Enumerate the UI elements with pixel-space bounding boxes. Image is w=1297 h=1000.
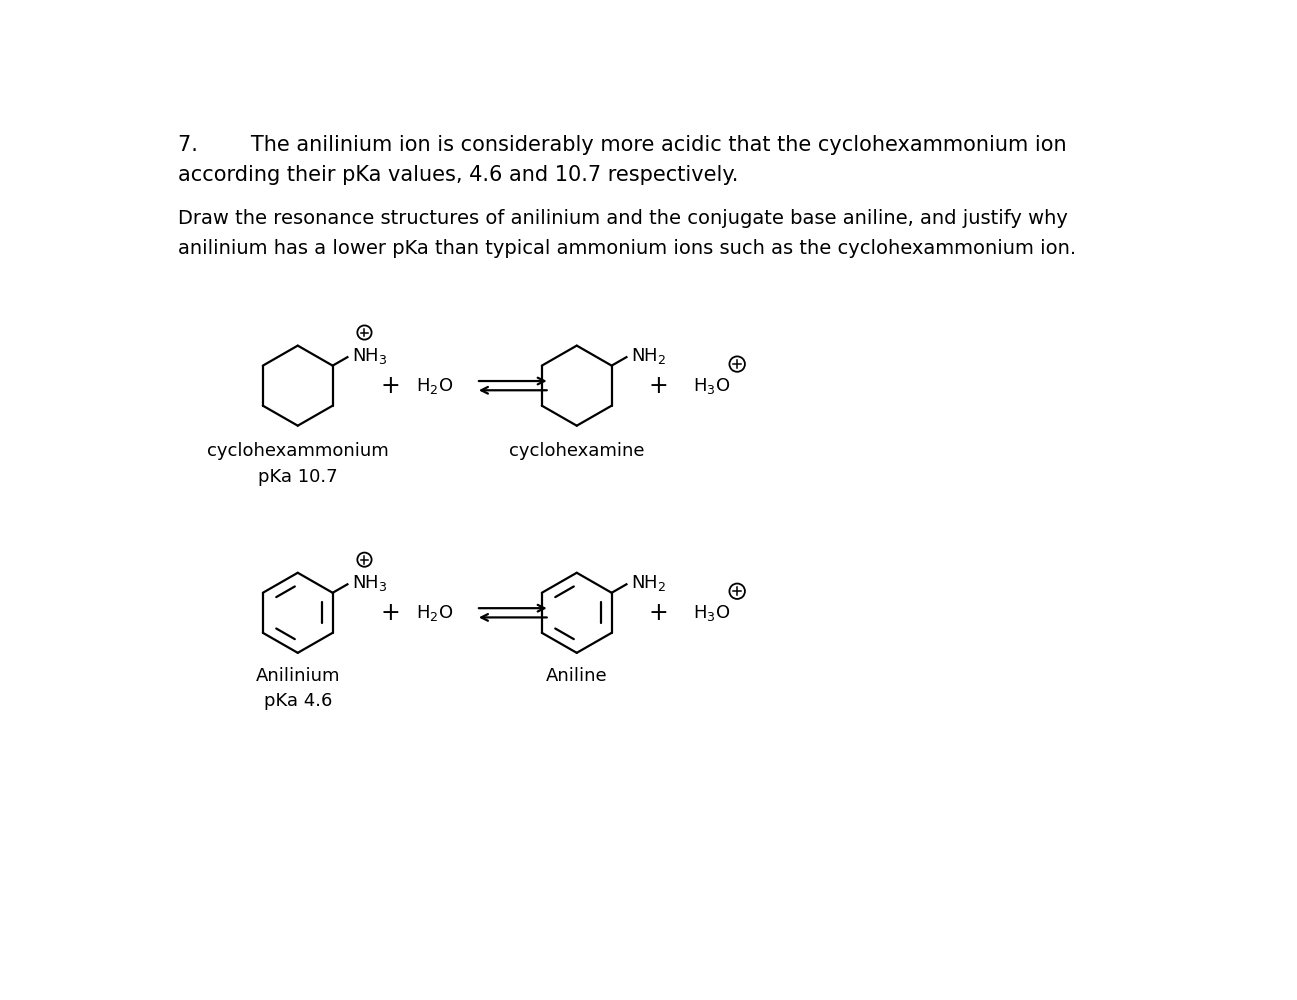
Text: +: + <box>381 601 401 625</box>
Text: H$_2$O: H$_2$O <box>416 376 454 396</box>
Text: pKa 4.6: pKa 4.6 <box>263 692 332 710</box>
Text: anilinium has a lower pKa than typical ammonium ions such as the cyclohexammoniu: anilinium has a lower pKa than typical a… <box>178 239 1075 258</box>
Text: Anilinium: Anilinium <box>256 667 340 685</box>
Text: NH$_2$: NH$_2$ <box>632 346 667 366</box>
Text: H$_3$O: H$_3$O <box>693 603 730 623</box>
Text: +: + <box>648 374 668 398</box>
Text: cyclohexamine: cyclohexamine <box>508 442 645 460</box>
Text: cyclohexammonium: cyclohexammonium <box>208 442 389 460</box>
Text: Draw the resonance structures of anilinium and the conjugate base aniline, and j: Draw the resonance structures of anilini… <box>178 209 1067 228</box>
Text: 7.        The anilinium ion is considerably more acidic that the cyclohexammoniu: 7. The anilinium ion is considerably mor… <box>178 135 1066 155</box>
Text: NH$_3$: NH$_3$ <box>351 573 388 593</box>
Text: NH$_3$: NH$_3$ <box>351 346 388 366</box>
Text: Aniline: Aniline <box>546 667 607 685</box>
Text: according their pKa values, 4.6 and 10.7 respectively.: according their pKa values, 4.6 and 10.7… <box>178 165 738 185</box>
Text: +: + <box>648 601 668 625</box>
Text: pKa 10.7: pKa 10.7 <box>258 468 337 486</box>
Text: H$_3$O: H$_3$O <box>693 376 730 396</box>
Text: +: + <box>381 374 401 398</box>
Text: H$_2$O: H$_2$O <box>416 603 454 623</box>
Text: NH$_2$: NH$_2$ <box>632 573 667 593</box>
